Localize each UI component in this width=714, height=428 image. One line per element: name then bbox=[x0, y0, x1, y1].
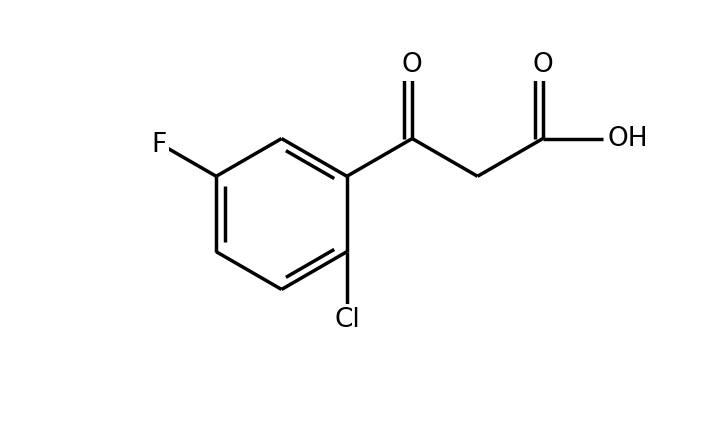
Text: OH: OH bbox=[607, 125, 648, 152]
Text: O: O bbox=[533, 52, 553, 77]
Text: F: F bbox=[151, 132, 166, 158]
Text: O: O bbox=[402, 52, 423, 77]
Text: Cl: Cl bbox=[334, 306, 360, 333]
